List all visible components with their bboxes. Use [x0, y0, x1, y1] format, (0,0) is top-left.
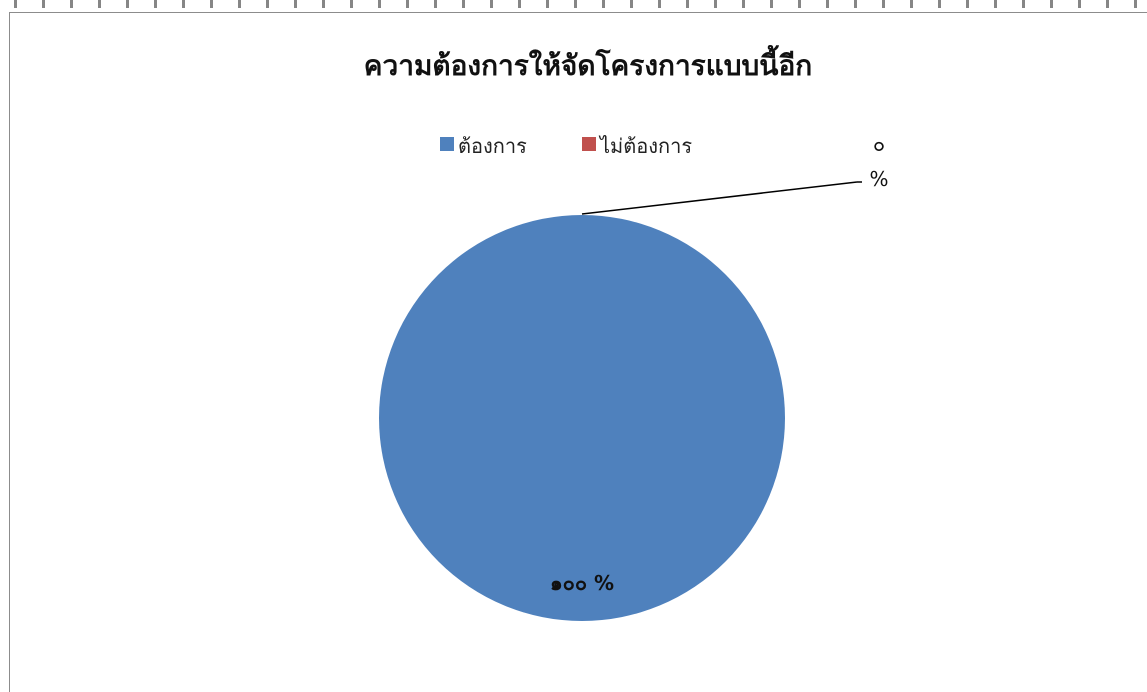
chart-frame	[9, 12, 1147, 692]
legend-swatch-not-wanted	[582, 137, 596, 151]
legend-swatch-wanted	[440, 137, 454, 151]
data-label-wanted: ๑๐๐ %	[550, 571, 614, 595]
chart-title: ความต้องการให้จัดโครงการแบบนี้อีก	[364, 44, 812, 82]
pie-slices	[379, 215, 785, 621]
legend-label-not-wanted: ไม่ต้องการ	[598, 134, 692, 158]
legend-label-wanted: ต้องการ	[458, 134, 527, 158]
cropped-caption-text	[0, 0, 1147, 8]
pie-slice-wanted	[379, 215, 785, 621]
data-label-not-wanted-number: ๐	[873, 132, 885, 156]
pie-chart: ความต้องการให้จัดโครงการแบบนี้อีก ต้องกา…	[364, 44, 889, 621]
data-label-not-wanted-unit: %	[869, 167, 888, 191]
zero-label-leader-line	[581, 181, 858, 215]
legend: ต้องการ ไม่ต้องการ	[440, 134, 692, 158]
